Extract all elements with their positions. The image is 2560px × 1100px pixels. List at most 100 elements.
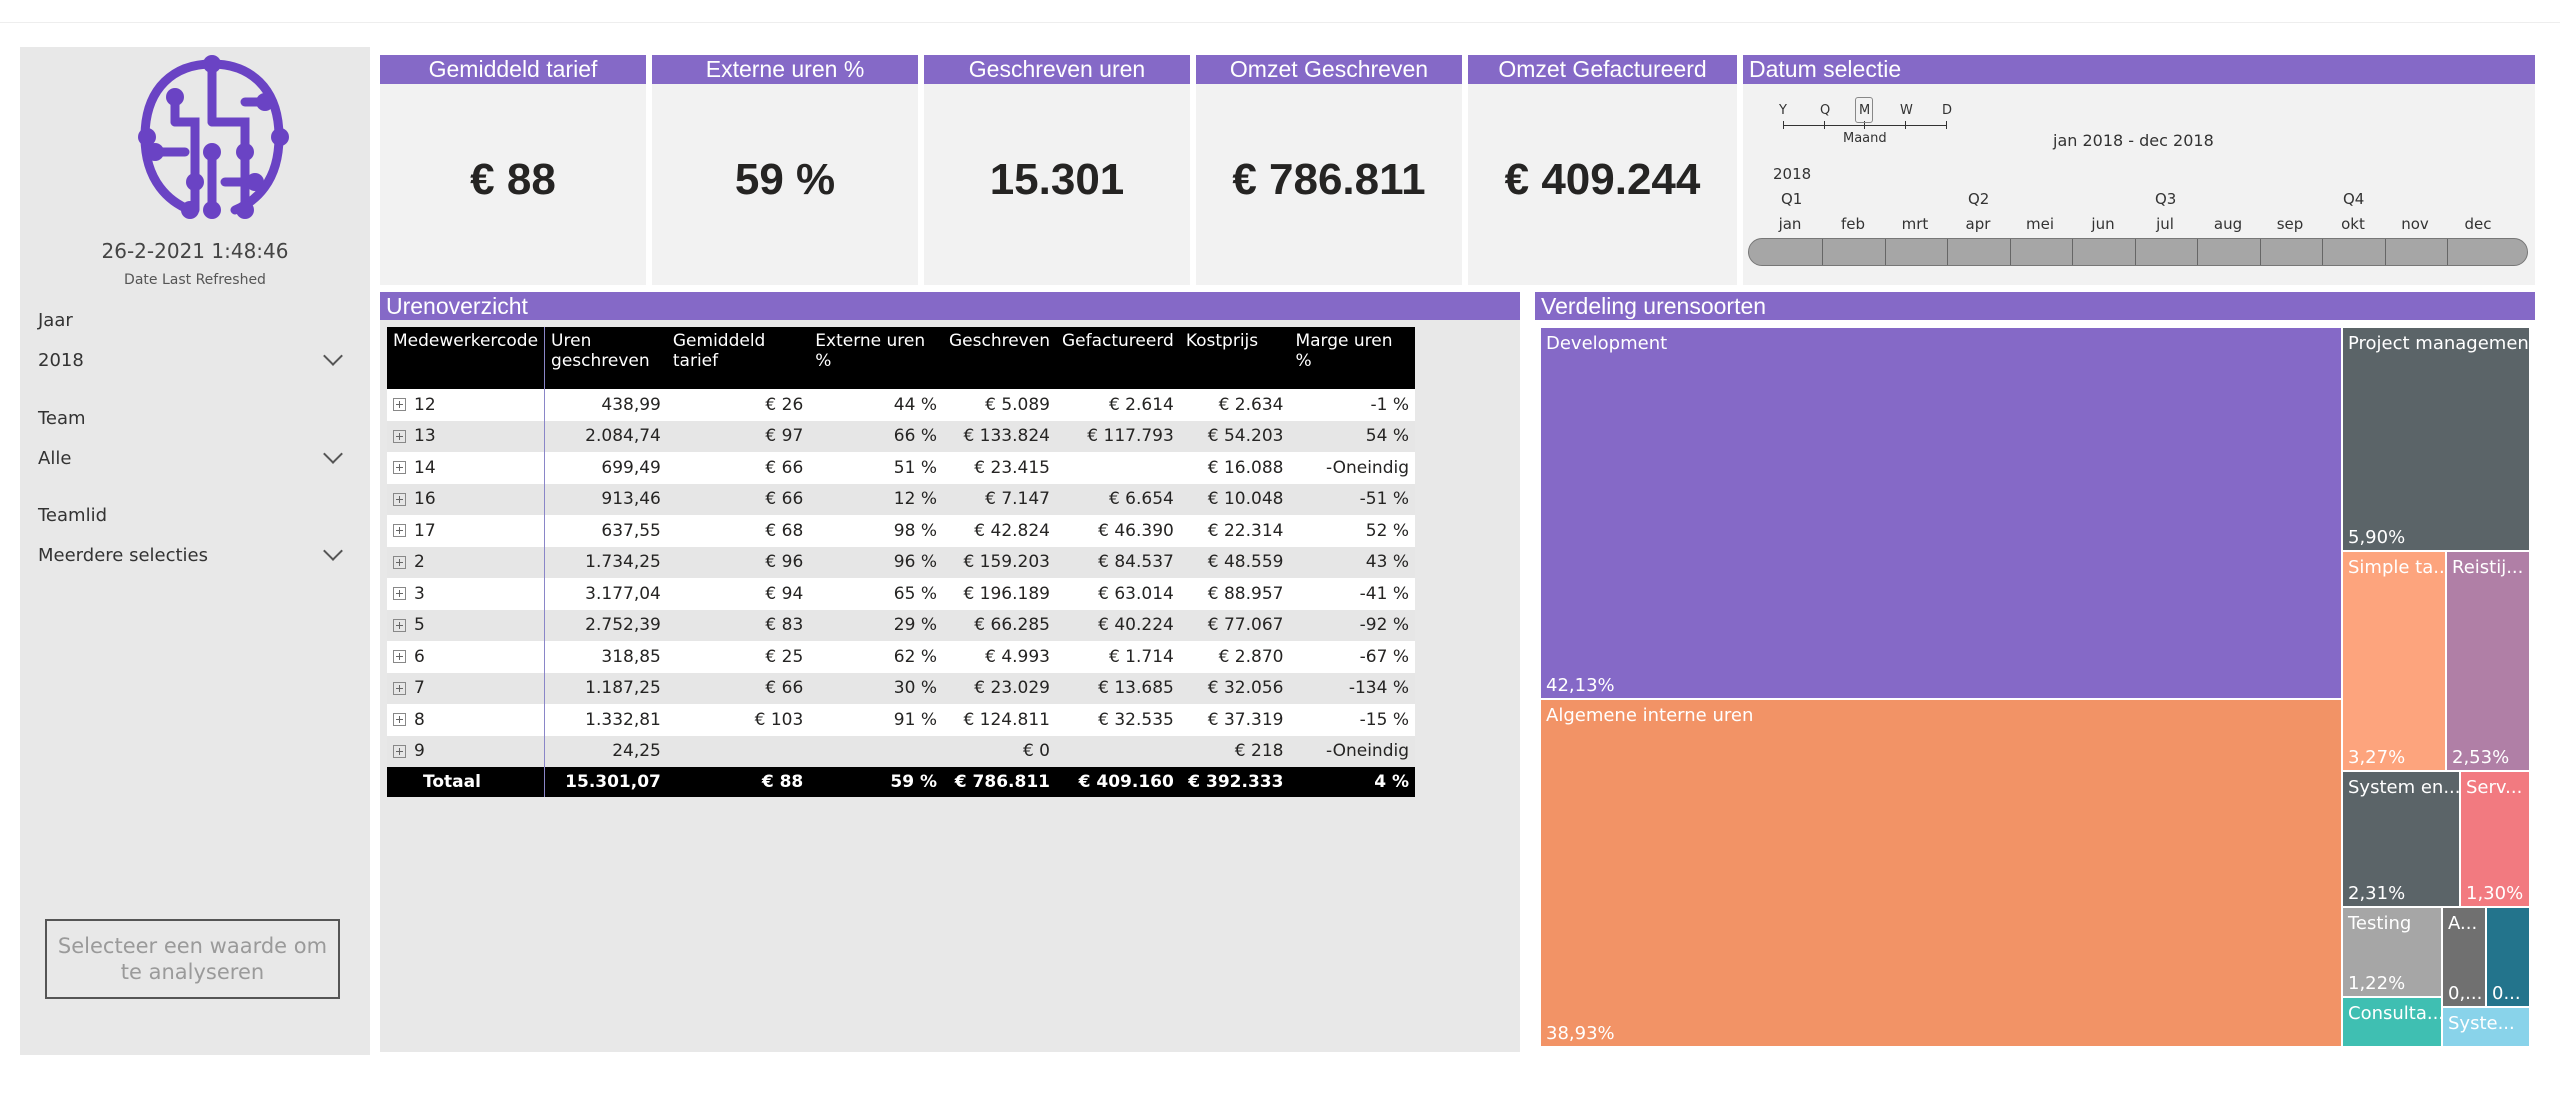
granularity-w[interactable]: W xyxy=(1900,103,1913,118)
table-row[interactable]: 7 1.187,25 € 66 30 % € 23.029 € 13.685 € 32.05… xyxy=(387,672,1415,704)
treemap-tile[interactable]: A... 0,... xyxy=(2442,907,2486,1007)
table-cell: € 22.314 xyxy=(1179,515,1290,547)
tile-label: Project management xyxy=(2348,333,2530,354)
treemap-tile[interactable]: Serv... 1,30% xyxy=(2460,771,2530,907)
table-row[interactable]: 2 1.734,25 € 96 96 % € 159.203 € 84.537 € 48.5… xyxy=(387,546,1415,578)
table-row[interactable]: 13 2.084,74 € 97 66 % € 133.824 € 117.793 € 54… xyxy=(387,420,1415,452)
expand-icon[interactable] xyxy=(393,650,406,664)
month-label[interactable]: apr xyxy=(1965,215,1991,233)
table-cell: € 2.634 xyxy=(1179,389,1290,421)
tile-percentage: 0,... xyxy=(2448,983,2483,1004)
table-cell: 12 % xyxy=(809,483,943,515)
table-cell: 3.177,04 xyxy=(544,578,667,610)
treemap-tile[interactable]: Syste... xyxy=(2442,1007,2530,1047)
cell-text: 5 xyxy=(414,615,425,636)
expand-icon[interactable] xyxy=(393,461,406,475)
table-row[interactable]: 12 438,99 € 26 44 % € 5.089 € 2.614 € 2.634 -1 … xyxy=(387,389,1415,421)
quarter-label: Q1 xyxy=(1781,190,1803,208)
treemap-tile[interactable]: System en... 2,31% xyxy=(2342,771,2460,907)
month-label[interactable]: jan xyxy=(1778,215,1802,233)
total-cell: € 786.811 xyxy=(943,767,1056,797)
column-header[interactable]: Gemiddeld tarief xyxy=(666,327,810,389)
expand-icon[interactable] xyxy=(393,587,406,601)
month-label[interactable]: aug xyxy=(2213,215,2243,233)
table-row[interactable]: 5 2.752,39 € 83 29 % € 66.285 € 40.224 € 77.06… xyxy=(387,609,1415,641)
total-cell: € 392.333 xyxy=(1179,767,1290,797)
expand-icon[interactable] xyxy=(393,713,406,727)
month-label[interactable]: nov xyxy=(2401,215,2429,233)
kpi-title: Omzet Geschreven xyxy=(1196,55,1462,84)
table-row[interactable]: 8 1.332,81 € 103 91 % € 124.811 € 32.535 € 37.… xyxy=(387,704,1415,736)
filter-value-jaar: 2018 xyxy=(38,349,84,371)
column-header[interactable]: Marge uren % xyxy=(1289,327,1415,389)
treemap-tile[interactable]: Reistij... 2,53% xyxy=(2446,551,2530,771)
cell-text: 13 xyxy=(414,426,436,447)
column-header[interactable]: Geschreven xyxy=(943,327,1056,389)
expand-icon[interactable] xyxy=(393,555,406,569)
analyze-placeholder[interactable]: Selecteer een waarde om te analyseren xyxy=(45,919,340,999)
expand-icon[interactable] xyxy=(393,429,406,443)
granularity-q[interactable]: Q xyxy=(1820,103,1831,118)
expand-icon[interactable] xyxy=(393,681,406,695)
column-header[interactable]: Gefactureerd xyxy=(1055,327,1180,389)
slider-tick xyxy=(2322,239,2323,265)
tile-label: Testing xyxy=(2348,913,2412,934)
chevron-down-icon xyxy=(323,444,343,464)
expand-icon[interactable] xyxy=(393,618,406,632)
expand-icon[interactable] xyxy=(393,492,406,506)
table-row[interactable]: 17 637,55 € 68 98 % € 42.824 € 46.390 € 22.314… xyxy=(387,515,1415,547)
table-cell: € 7.147 xyxy=(943,483,1056,515)
month-label[interactable]: dec xyxy=(2464,215,2492,233)
slider-tick xyxy=(1885,239,1886,265)
table-cell: 51 % xyxy=(809,452,943,484)
column-header[interactable]: Medewerkercode xyxy=(387,327,545,389)
treemap-tile[interactable]: Consulta... xyxy=(2342,997,2442,1047)
column-header[interactable]: Kostprijs xyxy=(1179,327,1290,389)
date-range-slider[interactable] xyxy=(1748,238,2528,266)
table-cell: € 124.811 xyxy=(943,704,1056,736)
kpi-card-gemiddeld-tarief: Gemiddeld tarief € 88 xyxy=(380,55,646,285)
year-label: 2018 xyxy=(1773,165,1812,183)
table-row[interactable]: 6 318,85 € 25 62 % € 4.993 € 1.714 € 2.870 -67 … xyxy=(387,641,1415,673)
expand-icon[interactable] xyxy=(393,398,406,412)
granularity-m[interactable]: M xyxy=(1859,103,1871,118)
slider-tick xyxy=(2135,239,2136,265)
table-row[interactable]: 14 699,49 € 66 51 % € 23.415 € 16.088 -Oneindi… xyxy=(387,452,1415,484)
expand-icon[interactable] xyxy=(393,744,406,758)
table-cell: € 196.189 xyxy=(943,578,1056,610)
treemap-tile[interactable]: 0... xyxy=(2486,907,2530,1007)
filter-select-team[interactable]: Alle xyxy=(38,442,348,474)
granularity-track xyxy=(1783,125,1947,126)
table-row[interactable]: 9 24,25 € 0 € 218 -Oneindig xyxy=(387,735,1415,767)
granularity-tick xyxy=(1946,121,1947,129)
column-header[interactable]: Uren geschreven xyxy=(544,327,667,389)
column-header[interactable]: Externe uren % xyxy=(809,327,943,389)
month-label[interactable]: sep xyxy=(2276,215,2304,233)
table-row[interactable]: 3 3.177,04 € 94 65 % € 196.189 € 63.014 € 88.9… xyxy=(387,578,1415,610)
treemap-tile[interactable]: Testing 1,22% xyxy=(2342,907,2442,997)
table-total-row: Totaal 15.301,07 € 88 59 % € 786.811 € 409.16… xyxy=(387,767,1415,797)
table-cell: -134 % xyxy=(1289,672,1415,704)
filter-select-teamlid[interactable]: Meerdere selecties xyxy=(38,539,348,571)
table-cell: € 103 xyxy=(666,704,810,736)
cell-text: 17 xyxy=(414,520,436,541)
month-label[interactable]: mrt xyxy=(1901,215,1929,233)
granularity-handle[interactable] xyxy=(1855,97,1873,123)
table-cell: € 46.390 xyxy=(1055,515,1180,547)
expand-icon[interactable] xyxy=(393,524,406,538)
granularity-d[interactable]: D xyxy=(1942,103,1953,118)
month-label[interactable]: okt xyxy=(2341,215,2365,233)
month-label[interactable]: feb xyxy=(1840,215,1866,233)
treemap-tile[interactable]: Project management 5,90% xyxy=(2342,327,2530,551)
granularity-y[interactable]: Y xyxy=(1779,103,1787,118)
table-row[interactable]: 16 913,46 € 66 12 % € 7.147 € 6.654 € 10.048 -5… xyxy=(387,483,1415,515)
filter-select-jaar[interactable]: 2018 xyxy=(38,344,348,376)
month-label[interactable]: mei xyxy=(2025,215,2054,233)
treemap-tile[interactable]: Algemene interne uren 38,93% xyxy=(1540,699,2342,1047)
month-label[interactable]: jul xyxy=(2156,215,2174,233)
month-label[interactable]: jun xyxy=(2091,215,2115,233)
table-cell: € 218 xyxy=(1179,735,1290,767)
treemap-tile[interactable]: Simple ta... 3,27% xyxy=(2342,551,2446,771)
cell-medewerkercode: 12 xyxy=(387,389,545,421)
treemap-tile[interactable]: Development 42,13% xyxy=(1540,327,2342,699)
